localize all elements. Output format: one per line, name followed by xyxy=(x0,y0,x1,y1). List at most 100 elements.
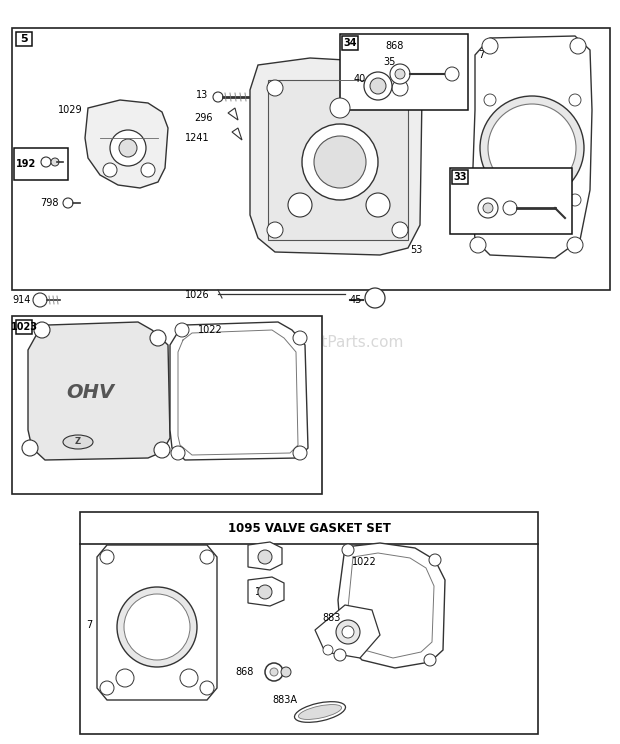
Circle shape xyxy=(395,69,405,79)
Circle shape xyxy=(175,323,189,337)
Circle shape xyxy=(51,158,59,166)
Circle shape xyxy=(483,203,493,213)
Circle shape xyxy=(258,550,272,564)
Text: 1026: 1026 xyxy=(185,290,210,300)
Bar xyxy=(12,28,610,290)
Circle shape xyxy=(200,681,214,695)
Polygon shape xyxy=(338,543,445,668)
Circle shape xyxy=(119,139,137,157)
Text: 7: 7 xyxy=(478,50,484,60)
Polygon shape xyxy=(472,36,592,258)
Circle shape xyxy=(117,587,197,667)
Polygon shape xyxy=(248,542,282,570)
Circle shape xyxy=(569,194,581,206)
Circle shape xyxy=(265,663,283,681)
Text: 868: 868 xyxy=(235,667,254,677)
Bar xyxy=(80,512,538,734)
Circle shape xyxy=(267,222,283,238)
Circle shape xyxy=(429,554,441,566)
Circle shape xyxy=(302,124,378,200)
Text: 34: 34 xyxy=(343,38,356,48)
Circle shape xyxy=(154,442,170,458)
Text: 35: 35 xyxy=(383,57,396,67)
Text: eReplacementParts.com: eReplacementParts.com xyxy=(217,335,403,350)
Bar xyxy=(450,168,572,234)
Circle shape xyxy=(484,94,496,106)
Text: 53: 53 xyxy=(410,245,422,255)
Polygon shape xyxy=(250,58,422,255)
Circle shape xyxy=(445,67,459,81)
Circle shape xyxy=(34,322,50,338)
Circle shape xyxy=(100,681,114,695)
Bar xyxy=(16,32,32,46)
Text: 798: 798 xyxy=(40,198,58,208)
Bar xyxy=(14,148,68,180)
Ellipse shape xyxy=(294,702,345,722)
Circle shape xyxy=(330,98,350,118)
Text: 1241: 1241 xyxy=(185,133,210,143)
Text: 1022: 1022 xyxy=(352,557,377,567)
Circle shape xyxy=(200,550,214,564)
Circle shape xyxy=(478,198,498,218)
Circle shape xyxy=(342,626,354,638)
Circle shape xyxy=(482,38,498,54)
Circle shape xyxy=(141,163,155,177)
Text: 1029: 1029 xyxy=(58,105,82,115)
Text: 1022: 1022 xyxy=(198,325,223,335)
Text: 192: 192 xyxy=(16,159,36,169)
Text: 1023: 1023 xyxy=(11,322,37,332)
Text: 883: 883 xyxy=(322,613,340,623)
Circle shape xyxy=(22,440,38,456)
Bar xyxy=(452,170,468,184)
Text: 883A: 883A xyxy=(272,695,297,705)
Text: 296: 296 xyxy=(194,113,213,123)
Bar xyxy=(12,316,322,494)
Circle shape xyxy=(180,669,198,687)
Circle shape xyxy=(342,544,354,556)
Polygon shape xyxy=(232,128,242,140)
Polygon shape xyxy=(315,605,380,658)
Bar xyxy=(268,80,408,240)
Circle shape xyxy=(267,80,283,96)
Circle shape xyxy=(370,78,386,94)
Circle shape xyxy=(366,193,390,217)
Bar xyxy=(16,320,32,334)
Circle shape xyxy=(392,80,408,96)
Circle shape xyxy=(63,198,73,208)
Text: 33: 33 xyxy=(453,172,467,182)
Text: 51: 51 xyxy=(258,555,270,565)
Circle shape xyxy=(484,194,496,206)
Circle shape xyxy=(150,330,166,346)
Circle shape xyxy=(293,331,307,345)
Text: 36: 36 xyxy=(490,175,502,185)
Circle shape xyxy=(480,96,584,200)
Circle shape xyxy=(364,72,392,100)
Text: 868: 868 xyxy=(385,41,404,51)
Circle shape xyxy=(503,201,517,215)
Text: OHV: OHV xyxy=(66,382,114,402)
Circle shape xyxy=(365,288,385,308)
Bar xyxy=(340,34,468,110)
Text: 163: 163 xyxy=(255,587,273,597)
Circle shape xyxy=(390,64,410,84)
Polygon shape xyxy=(28,322,170,460)
Text: 40: 40 xyxy=(354,74,366,84)
Circle shape xyxy=(470,237,486,253)
Bar xyxy=(342,36,358,50)
Circle shape xyxy=(281,667,291,677)
Text: 914: 914 xyxy=(12,295,30,305)
Circle shape xyxy=(323,645,333,655)
Circle shape xyxy=(116,669,134,687)
Circle shape xyxy=(392,222,408,238)
Circle shape xyxy=(293,446,307,460)
Circle shape xyxy=(334,649,346,661)
Circle shape xyxy=(100,550,114,564)
Polygon shape xyxy=(97,545,217,700)
Polygon shape xyxy=(170,322,308,460)
Text: Z: Z xyxy=(75,437,81,446)
Circle shape xyxy=(124,594,190,660)
Text: 45: 45 xyxy=(350,295,362,305)
Circle shape xyxy=(569,94,581,106)
Circle shape xyxy=(103,163,117,177)
Circle shape xyxy=(288,193,312,217)
